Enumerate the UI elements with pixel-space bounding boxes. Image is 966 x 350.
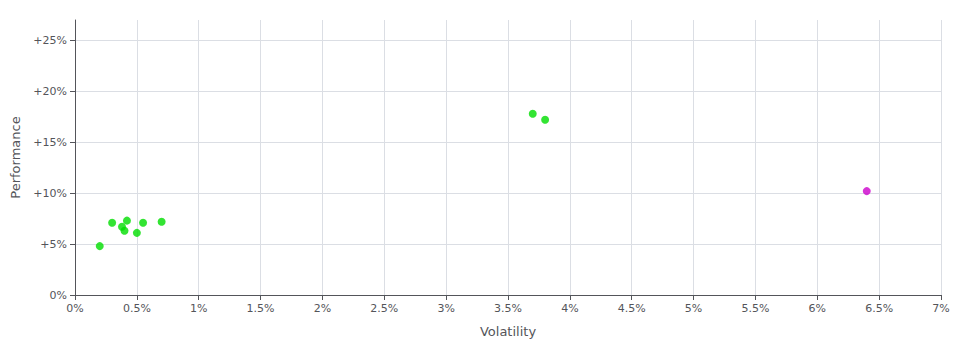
svg-text:6%: 6% xyxy=(809,302,826,315)
svg-text:4%: 4% xyxy=(561,302,578,315)
svg-text:0%: 0% xyxy=(66,302,83,315)
svg-text:+5%: +5% xyxy=(40,238,67,251)
svg-text:0%: 0% xyxy=(50,289,67,302)
svg-text:3%: 3% xyxy=(437,302,454,315)
svg-text:2%: 2% xyxy=(314,302,331,315)
svg-text:1.5%: 1.5% xyxy=(247,302,275,315)
svg-text:+25%: +25% xyxy=(33,34,67,47)
svg-text:7%: 7% xyxy=(932,302,949,315)
svg-text:+20%: +20% xyxy=(33,85,67,98)
svg-text:Volatility: Volatility xyxy=(480,324,536,339)
svg-text:4.5%: 4.5% xyxy=(618,302,646,315)
svg-text:5.5%: 5.5% xyxy=(741,302,769,315)
svg-text:1%: 1% xyxy=(190,302,207,315)
svg-text:0.5%: 0.5% xyxy=(123,302,151,315)
svg-text:3.5%: 3.5% xyxy=(494,302,522,315)
svg-text:+15%: +15% xyxy=(33,136,67,149)
svg-text:5%: 5% xyxy=(685,302,702,315)
svg-text:6.5%: 6.5% xyxy=(865,302,893,315)
svg-text:Performance: Performance xyxy=(8,116,23,198)
svg-text:+10%: +10% xyxy=(33,187,67,200)
svg-text:2.5%: 2.5% xyxy=(370,302,398,315)
